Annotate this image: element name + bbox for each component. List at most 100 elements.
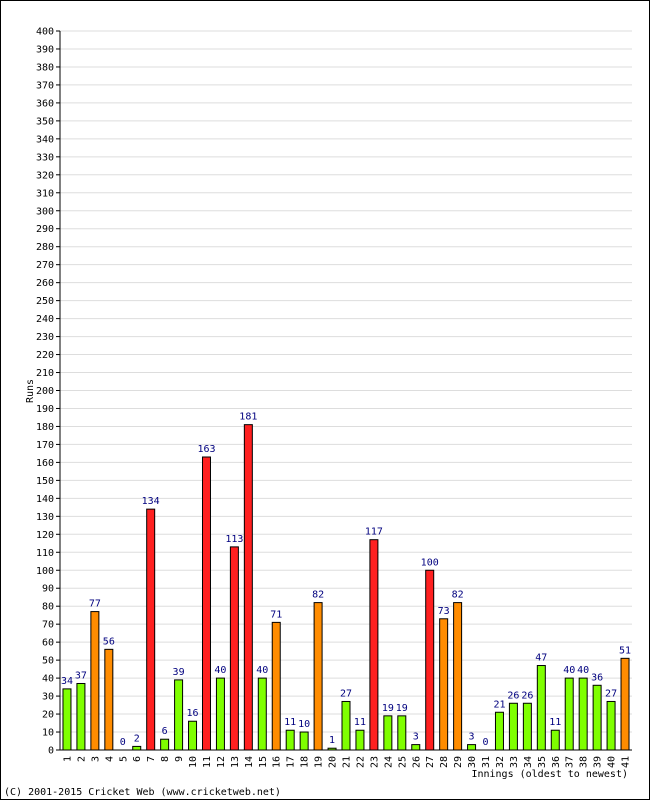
value-label: 6	[162, 726, 168, 737]
value-label: 40	[256, 665, 268, 676]
y-tick-label: 300	[36, 206, 54, 217]
bars	[62, 424, 630, 751]
y-tick-label: 370	[36, 80, 54, 91]
value-label: 47	[535, 653, 547, 664]
bar	[146, 508, 156, 751]
y-tick-label: 120	[36, 530, 54, 541]
y-tick-label: 380	[36, 62, 54, 73]
value-label: 0	[120, 737, 126, 748]
x-tick-label: 15	[258, 756, 269, 768]
x-tick-label: 22	[355, 756, 366, 768]
x-tick-label: 24	[383, 756, 394, 768]
value-label: 37	[75, 670, 87, 681]
y-tick-label: 390	[36, 44, 54, 55]
y-tick-label: 240	[36, 314, 54, 325]
y-tick-label: 270	[36, 260, 54, 271]
value-label: 27	[605, 688, 617, 699]
bar	[453, 602, 463, 751]
value-label: 77	[89, 599, 101, 610]
value-label: 82	[312, 590, 324, 601]
x-tick-label: 16	[272, 756, 283, 768]
y-tick-label: 260	[36, 278, 54, 289]
y-tick-label: 180	[36, 422, 54, 433]
x-tick-label: 29	[453, 756, 464, 768]
x-tick-label: 30	[467, 756, 478, 768]
y-tick-label: 40	[42, 674, 54, 685]
bar	[243, 424, 253, 751]
bar	[439, 618, 449, 751]
y-tick-label: 340	[36, 134, 54, 145]
y-tick-label: 50	[42, 656, 54, 667]
value-label: 40	[563, 665, 575, 676]
x-tick-label: 39	[593, 756, 604, 768]
x-tick-label: 8	[160, 756, 171, 762]
x-tick-label: 2	[76, 756, 87, 762]
y-tick-label: 250	[36, 296, 54, 307]
y-tick-label: 70	[42, 620, 54, 631]
y-axis-ticks: 0 10 20 30 40 50 60 70 80 90 100 110 120 130 140 150 160…	[36, 27, 60, 757]
value-label: 11	[549, 717, 561, 728]
value-label: 36	[591, 672, 603, 683]
bar	[160, 738, 170, 751]
x-tick-label: 4	[104, 756, 115, 762]
value-label: 117	[365, 527, 383, 538]
x-tick-label: 12	[216, 756, 227, 768]
bar	[578, 677, 588, 751]
x-tick-label: 37	[565, 756, 576, 768]
value-label: 26	[507, 690, 519, 701]
x-tick-label: 36	[551, 756, 562, 768]
x-tick-label: 3	[90, 756, 101, 762]
value-label: 163	[197, 444, 215, 455]
x-tick-label: 5	[118, 756, 129, 762]
value-label: 3	[413, 732, 419, 743]
value-label: 27	[340, 688, 352, 699]
bar	[104, 648, 114, 751]
y-tick-label: 320	[36, 170, 54, 181]
bar	[550, 729, 560, 751]
x-tick-label: 18	[300, 756, 311, 768]
bar	[90, 611, 100, 751]
x-tick-label: 25	[397, 756, 408, 768]
y-tick-label: 230	[36, 332, 54, 343]
bar	[425, 569, 435, 751]
value-label: 2	[134, 733, 140, 744]
value-label: 16	[187, 708, 199, 719]
y-tick-label: 30	[42, 692, 54, 703]
y-tick-label: 0	[48, 746, 54, 757]
y-tick-label: 90	[42, 584, 54, 595]
bar	[536, 665, 546, 751]
y-tick-label: 220	[36, 350, 54, 361]
y-tick-label: 150	[36, 476, 54, 487]
y-tick-label: 280	[36, 242, 54, 253]
y-tick-label: 100	[36, 566, 54, 577]
y-tick-label: 330	[36, 152, 54, 163]
x-tick-label: 20	[328, 756, 339, 768]
bar	[606, 700, 616, 751]
copyright-footer: (C) 2001-2015 Cricket Web (www.cricketwe…	[4, 787, 281, 798]
bar	[271, 621, 281, 751]
x-tick-label: 31	[481, 756, 492, 768]
y-tick-label: 290	[36, 224, 54, 235]
x-axis-ticks: 1 2 3 4 5 6 7 8 9 10 11 12 13 14 15 16 17 18 19 20 21 22 23 24 2…	[62, 756, 631, 768]
value-label: 181	[239, 412, 257, 423]
x-tick-label: 9	[174, 756, 185, 762]
x-tick-label: 11	[202, 756, 213, 768]
bar	[299, 731, 309, 751]
bar	[522, 702, 532, 751]
bar	[397, 715, 407, 751]
value-label: 34	[61, 676, 73, 687]
value-label: 21	[493, 699, 505, 710]
bar	[411, 744, 421, 751]
bar	[257, 677, 267, 751]
y-axis-label: Runs	[25, 379, 36, 403]
value-label: 11	[284, 717, 296, 728]
y-tick-label: 360	[36, 98, 54, 109]
x-tick-label: 27	[425, 756, 436, 768]
value-label: 19	[396, 703, 408, 714]
x-tick-label: 35	[537, 756, 548, 768]
y-tick-label: 60	[42, 638, 54, 649]
value-label: 0	[482, 737, 488, 748]
x-axis-label: Innings (oldest to newest)	[471, 769, 628, 780]
